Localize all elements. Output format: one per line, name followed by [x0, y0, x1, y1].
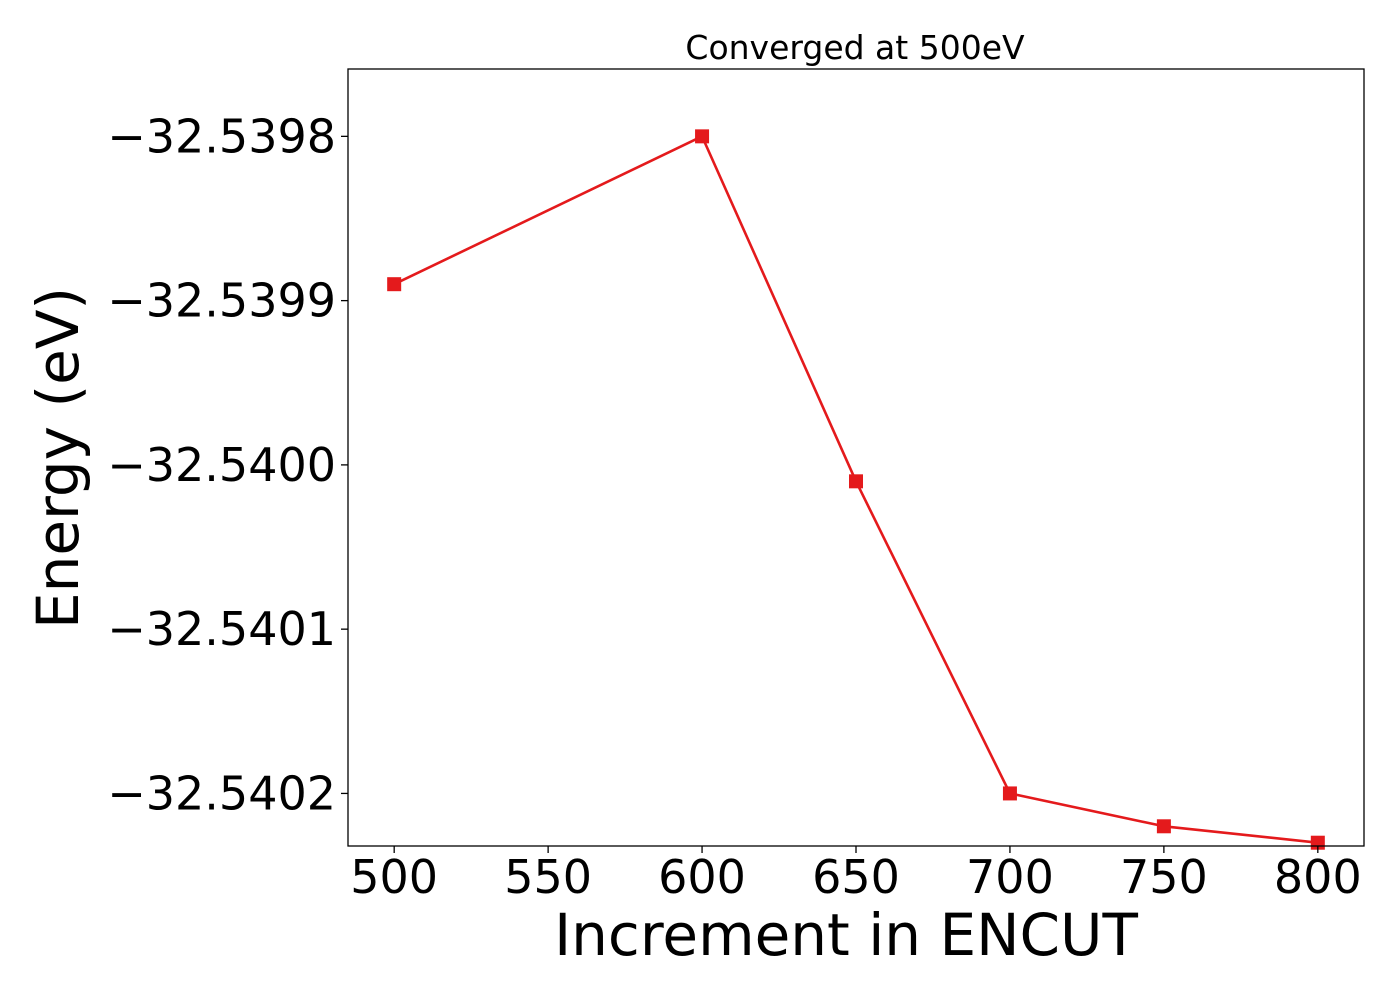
- data-point: [387, 277, 402, 292]
- series-line: [393, 135, 1318, 845]
- x-axis: 500 550 600 650 700 750 800: [350, 846, 1362, 904]
- data-point: [849, 474, 863, 489]
- data-point: [695, 129, 710, 144]
- x-tick-label: 600: [658, 850, 746, 904]
- y-axis-label: Energy (eV): [24, 287, 92, 629]
- x-axis-label: Increment in ENCUT: [554, 901, 1138, 969]
- x-tick-label: 550: [504, 850, 592, 904]
- chart-title: Converged at 500eV: [685, 28, 1025, 67]
- y-axis: −32.5398 −32.5399 −32.5400 −32.5401 −32.5402: [107, 109, 348, 820]
- x-tick-label: 700: [966, 850, 1054, 904]
- y-tick-label: −32.5399: [107, 274, 336, 328]
- plot-frame: [347, 68, 1365, 847]
- data-point: [1002, 786, 1017, 801]
- x-tick-label: 750: [1120, 850, 1208, 904]
- y-tick-label: −32.5402: [107, 766, 336, 820]
- x-tick-label: 500: [350, 850, 438, 904]
- y-tick-label: −32.5401: [107, 602, 336, 656]
- plot-area: [387, 129, 1325, 850]
- x-tick-label: 650: [812, 850, 900, 904]
- y-tick-label: −32.5400: [107, 438, 336, 492]
- x-tick-label: 800: [1274, 850, 1362, 904]
- data-point: [1156, 819, 1171, 834]
- y-tick-label: −32.5398: [107, 109, 336, 163]
